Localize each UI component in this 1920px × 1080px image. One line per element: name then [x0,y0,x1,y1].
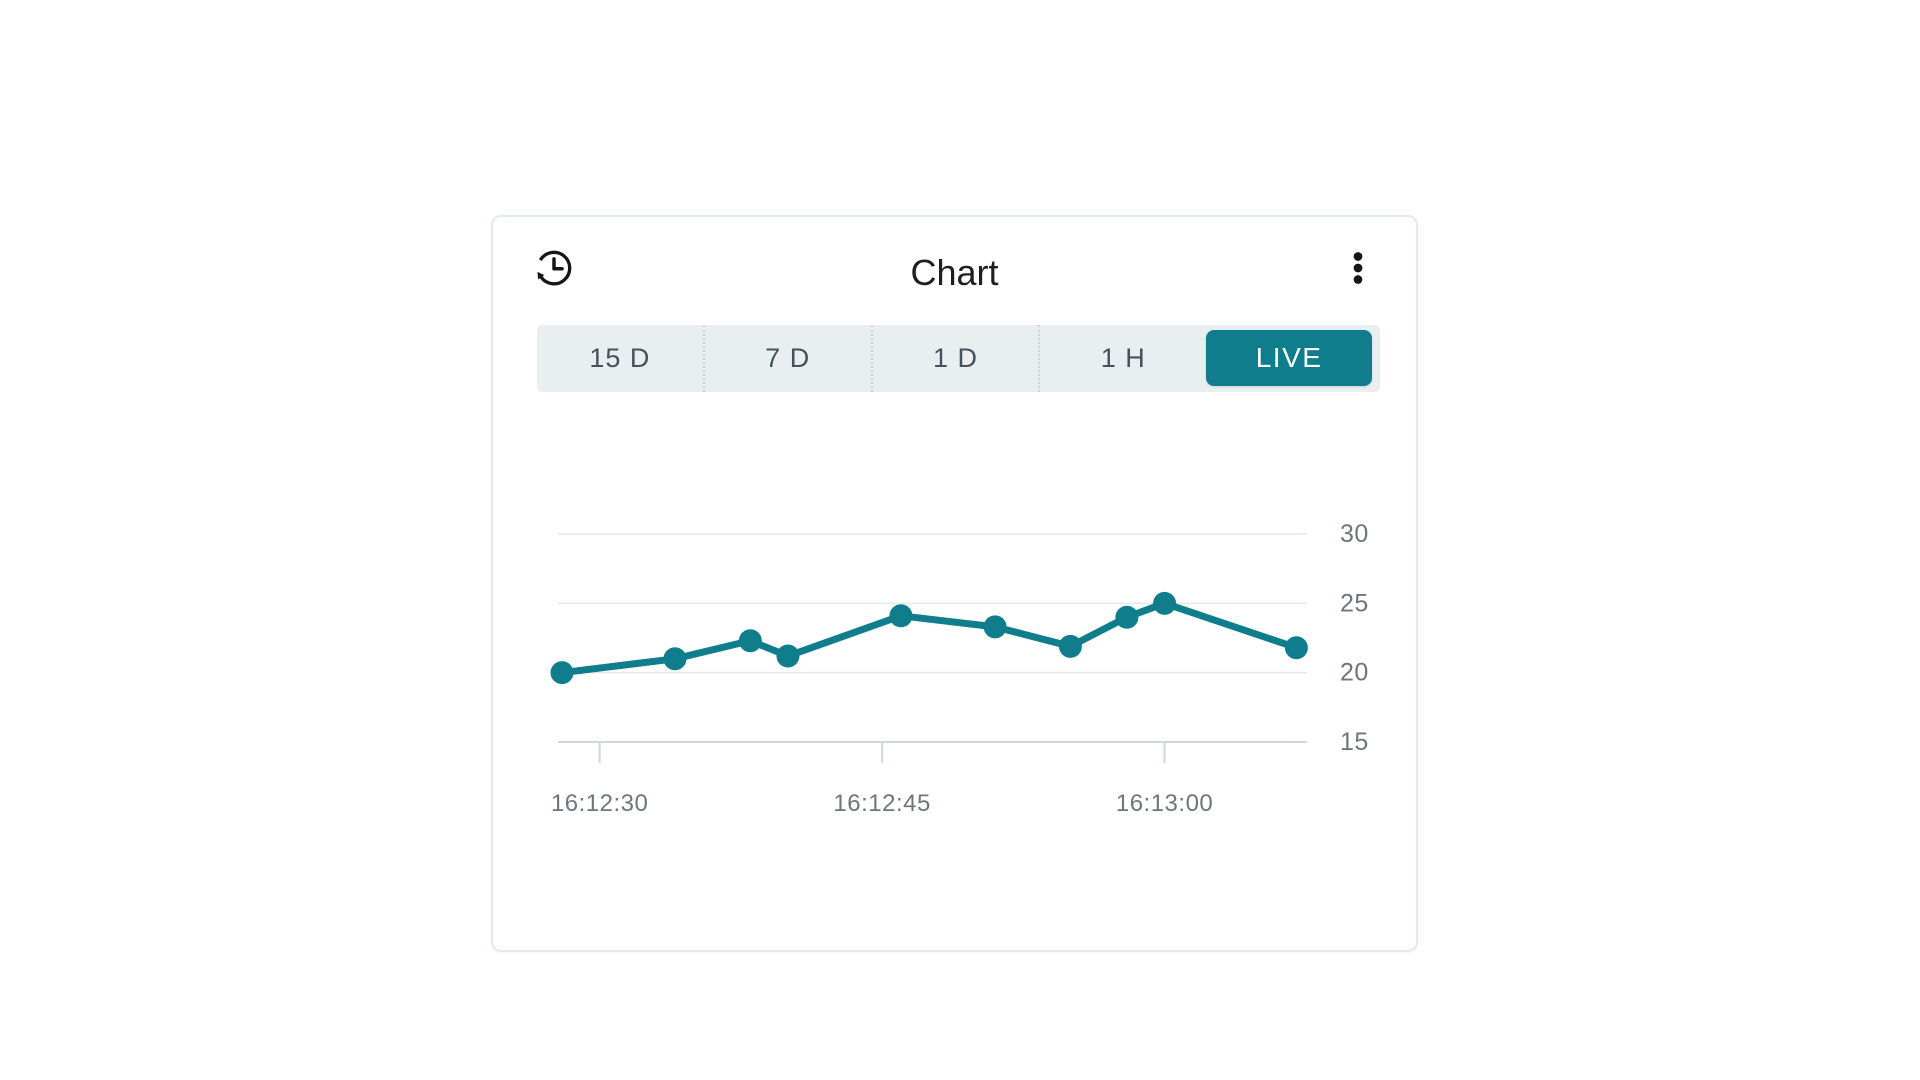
data-point-16:12:58[interactable] [1115,605,1139,629]
history-button[interactable] [531,245,577,291]
page-title: Chart [910,252,999,293]
data-point-16:12:46[interactable] [889,604,913,628]
data-point-16:12:51[interactable] [983,615,1007,639]
x-tick-label: 16:12:45 [833,790,930,817]
tab-15-d[interactable]: 15 D [537,325,703,392]
y-tick-label-15: 15 [1340,728,1369,756]
tab-label: LIVE [1255,342,1323,373]
y-tick-label-20: 20 [1340,659,1369,687]
data-point-16:13:07[interactable] [1284,636,1308,660]
x-tick-label: 16:13:00 [1116,790,1213,817]
y-tick-label-30: 30 [1340,520,1369,548]
tab-label: 15 D [589,343,651,373]
x-tick-label: 16:12:30 [551,790,648,817]
tab-live[interactable]: LIVE [1206,330,1372,386]
tab-label: 7 D [765,343,811,373]
data-point-16:12:38[interactable] [738,629,762,653]
y-tick-label-25: 25 [1340,589,1369,617]
data-point-16:12:55[interactable] [1058,634,1082,658]
data-point-16:12:34[interactable] [663,647,687,671]
kebab-menu-button[interactable] [1335,245,1381,291]
chart-card: Chart 15 D 7 D 1 D 1 H LIVE 15 20 25 30 16:1… [491,215,1418,952]
series-line-live-series [558,599,1300,677]
data-point-16:12:40[interactable] [776,644,800,668]
tab-7-d[interactable]: 7 D [702,325,871,392]
data-point-16:12:28[interactable] [550,661,574,685]
tab-label: 1 H [1100,343,1146,373]
tab-label: 1 D [932,343,978,373]
tab-1-h[interactable]: 1 H [1038,325,1206,392]
line-chart[interactable]: 15 20 25 30 16:12:30 16:12:45 16:13:00 [533,467,1393,887]
kebab-menu-icon [1353,252,1363,284]
time-range-tab-bar: 15 D 7 D 1 D 1 H LIVE [537,325,1380,392]
history-icon [537,250,572,286]
data-point-16:13:00[interactable] [1153,591,1177,615]
tab-1-d[interactable]: 1 D [870,325,1039,392]
